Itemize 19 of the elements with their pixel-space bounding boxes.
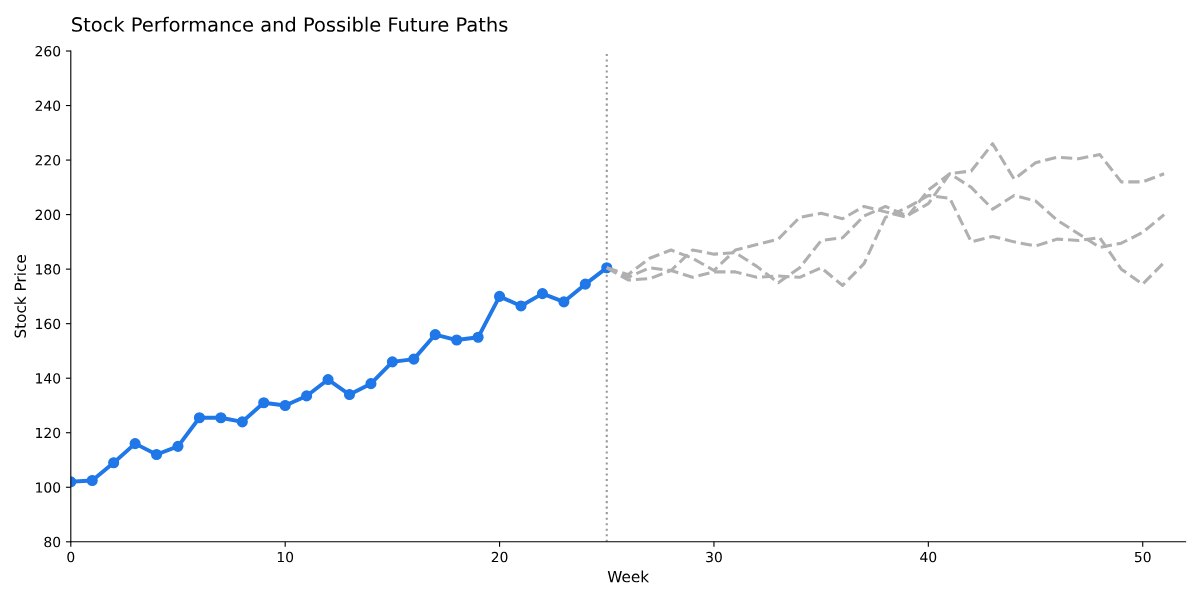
- y-tick-label: 160: [36, 318, 61, 330]
- y-tick-label: 140: [36, 373, 61, 384]
- y-tick-label: 200: [35, 209, 61, 221]
- x-tick-label: 0: [67, 551, 75, 563]
- x-tick-label: 30: [706, 551, 722, 563]
- y-tick-label: 220: [35, 155, 61, 166]
- y-tick-label: 80: [44, 536, 61, 548]
- y-tick-label: 100: [36, 482, 61, 493]
- x-tick-label: 10: [277, 551, 294, 563]
- chart-title: Stock Performance and Possible Future Paths: [72, 16, 508, 32]
- y-tick-label: 260: [35, 45, 61, 57]
- y-tick-label: 120: [36, 427, 61, 439]
- y-tick-label: 240: [35, 100, 61, 112]
- x-axis-title: Week: [607, 570, 650, 583]
- x-tick-label: 50: [1134, 551, 1151, 563]
- x-tick-label: 40: [920, 551, 937, 563]
- y-axis-title: Stock Price: [14, 255, 27, 338]
- y-tick-label: 180: [36, 264, 61, 275]
- x-tick-label: 20: [491, 551, 508, 563]
